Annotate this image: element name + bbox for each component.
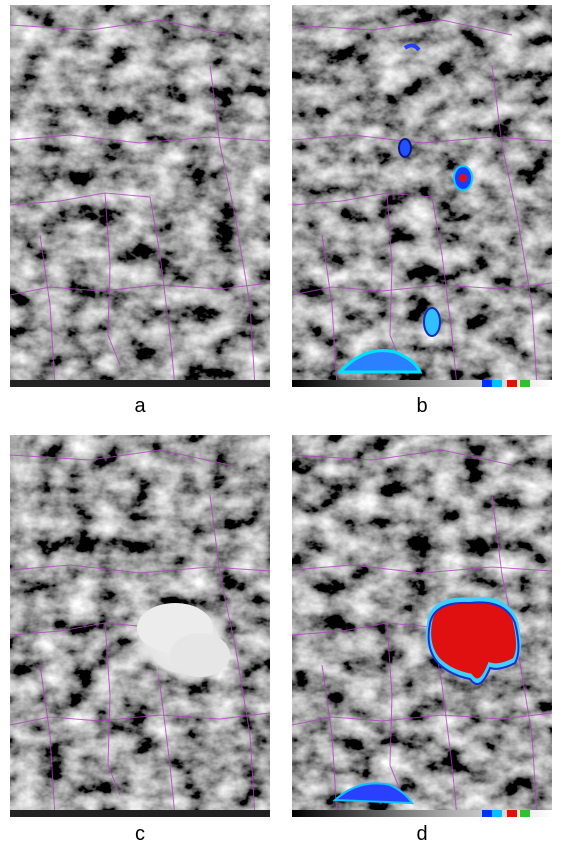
panels [10, 5, 552, 817]
color-bar [10, 380, 270, 387]
color-swatch [520, 380, 530, 387]
panel-label: b [416, 395, 427, 417]
panel-label: a [134, 395, 146, 417]
page: a b c d (() => { const data = JSON.parse… [0, 0, 562, 846]
panel-label: c [135, 823, 145, 845]
satellite-panel [292, 5, 552, 387]
color-swatch [482, 380, 492, 387]
color-swatch [492, 810, 502, 817]
color-swatch [492, 380, 502, 387]
color-bar [10, 810, 270, 817]
figure: a b c d [0, 0, 562, 846]
panel-label: d [416, 823, 427, 845]
color-swatch [507, 380, 517, 387]
color-swatch [482, 810, 492, 817]
color-swatch [520, 810, 530, 817]
satellite-panel [10, 5, 270, 387]
color-swatch [507, 810, 517, 817]
